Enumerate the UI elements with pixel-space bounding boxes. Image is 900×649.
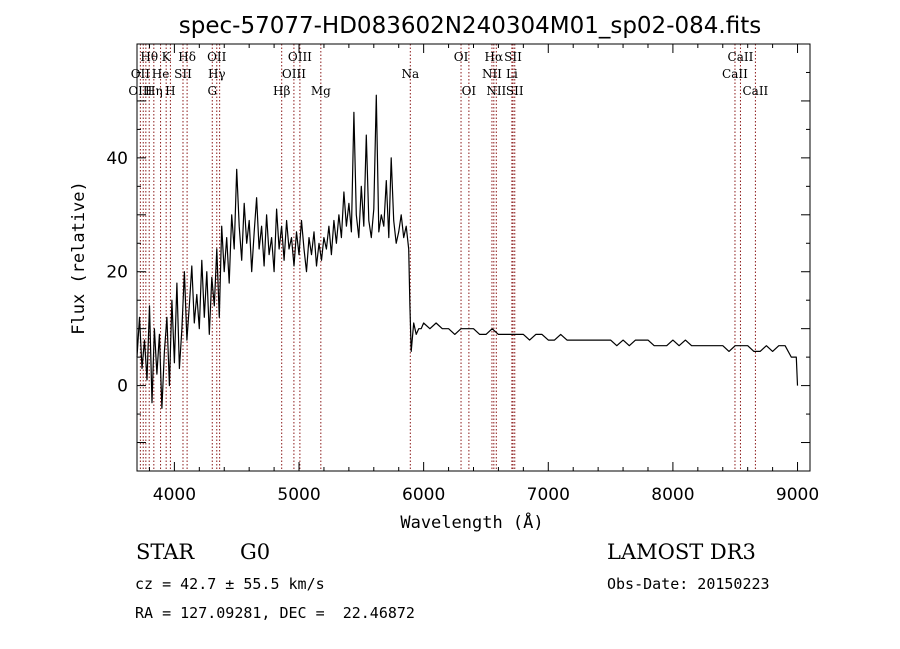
y-tick-label-1: 20 [106,263,128,283]
line-label-25: NII [486,84,506,98]
line-label-15: NII [482,67,502,81]
axis-ticks: 4000 5000 6000 7000 8000 9000 0 20 40 [106,44,819,505]
line-label-14: Na [401,67,419,81]
y-axis-label: Flux (relative) [69,181,89,335]
y-tick-label-0: 0 [117,377,128,397]
line-label-13: OIII [282,67,306,81]
line-label-27: CaII [742,84,768,98]
line-marker-layer [139,44,756,471]
line-label-18: OIII [128,84,152,98]
x-tick-label-3: 7000 [527,485,570,505]
line-label-3: OII [207,50,227,64]
line-label-20: H [165,84,175,98]
x-tick-label-5: 9000 [776,485,819,505]
line-label-19: Hη [145,84,163,98]
line-label-17: CaII [722,67,748,81]
coordinates-text: RA = 127.09281, DEC = 22.46872 [135,604,415,622]
line-label-5: OI [454,50,469,64]
spectrum-series-line [136,94,799,409]
x-tick-label-4: 8000 [651,485,694,505]
x-tick-label-2: 6000 [402,485,445,505]
x-tick-label-0: 4000 [153,485,196,505]
line-label-4: OIII [288,50,312,64]
line-label-11: SII [174,67,192,81]
object-class: STAR [136,540,195,564]
x-axis-label: Wavelength (Å) [400,511,543,533]
line-label-22: Hβ [273,84,290,98]
line-label-9: OII [131,67,151,81]
spectral-subclass: G0 [240,540,271,564]
obs-date-text: Obs-Date: 20150223 [607,575,770,593]
survey-name: LAMOST DR3 [607,540,756,564]
line-label-23: Mg [311,84,331,98]
line-label-0: Hθ [140,50,158,64]
line-label-2: Hδ [178,50,196,64]
line-label-26: SII [506,84,524,98]
plot-frame [136,43,811,472]
line-label-1: K [162,50,172,64]
line-label-21: G [207,84,217,98]
x-tick-label-1: 5000 [277,485,320,505]
line-label-10: He [152,67,170,81]
line-label-12: Hγ [208,67,226,81]
y-tick-label-2: 40 [106,149,128,169]
chart-title: spec-57077-HD083602N240304M01_sp02-084.f… [179,13,761,39]
line-label-7: SII [504,50,522,64]
line-label-24: OI [462,84,477,98]
redshift-text: cz = 42.7 ± 55.5 km/s [135,575,325,593]
line-label-8: CaII [728,50,754,64]
line-label-16: Li [506,67,518,81]
line-label-6: Hα [485,50,504,64]
